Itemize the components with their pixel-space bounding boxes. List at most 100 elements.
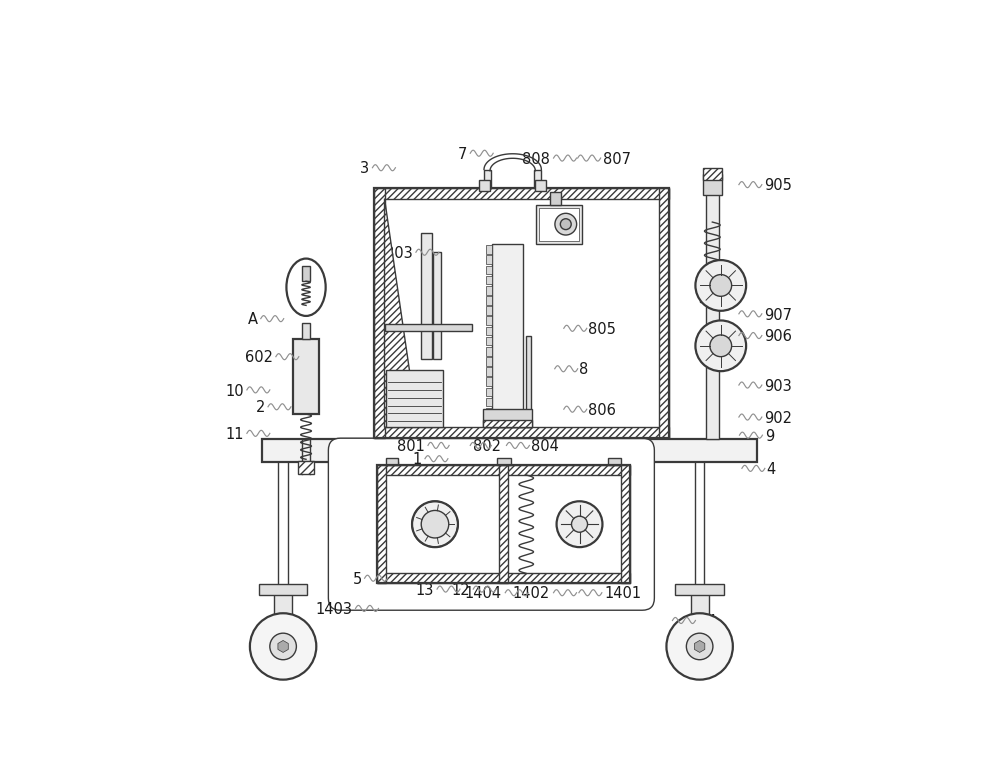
Circle shape bbox=[686, 633, 713, 659]
Text: 9: 9 bbox=[765, 429, 774, 444]
Bar bbox=[499, 466, 508, 583]
Bar bbox=[374, 427, 669, 438]
Bar bbox=[608, 458, 621, 466]
Text: 7: 7 bbox=[458, 147, 467, 162]
Text: 4: 4 bbox=[766, 462, 775, 477]
Circle shape bbox=[250, 613, 316, 680]
Circle shape bbox=[710, 335, 732, 357]
Circle shape bbox=[412, 501, 458, 547]
Circle shape bbox=[571, 516, 588, 532]
Bar bbox=[486, 317, 492, 325]
Circle shape bbox=[560, 219, 571, 230]
Text: 903: 903 bbox=[764, 379, 791, 394]
Text: 3: 3 bbox=[360, 162, 369, 176]
Text: 10: 10 bbox=[225, 383, 244, 398]
Bar bbox=[386, 370, 443, 427]
Text: 14: 14 bbox=[698, 614, 717, 630]
Bar bbox=[483, 409, 532, 427]
Text: 905: 905 bbox=[764, 178, 792, 194]
Bar bbox=[486, 256, 492, 264]
Bar bbox=[534, 169, 541, 187]
Bar bbox=[302, 324, 310, 339]
Bar bbox=[486, 296, 492, 305]
Bar bbox=[675, 583, 724, 594]
Bar bbox=[535, 180, 546, 191]
Bar bbox=[484, 169, 491, 187]
Bar bbox=[526, 336, 531, 427]
Bar bbox=[703, 168, 722, 180]
Text: 1403: 1403 bbox=[316, 602, 353, 617]
Bar bbox=[486, 368, 492, 376]
Bar bbox=[486, 266, 492, 274]
Bar bbox=[486, 387, 492, 396]
Text: 801: 801 bbox=[397, 439, 425, 454]
Polygon shape bbox=[278, 641, 288, 652]
Bar bbox=[298, 461, 314, 474]
Bar bbox=[550, 193, 561, 205]
Text: 902: 902 bbox=[764, 411, 792, 426]
Bar bbox=[377, 466, 386, 583]
Bar bbox=[706, 189, 719, 439]
Text: 12: 12 bbox=[452, 583, 470, 598]
Circle shape bbox=[555, 213, 577, 235]
Text: 803: 803 bbox=[385, 246, 413, 261]
Bar bbox=[486, 286, 492, 295]
Bar bbox=[302, 266, 310, 281]
Bar bbox=[539, 208, 579, 241]
Bar bbox=[479, 180, 490, 191]
Text: 807: 807 bbox=[603, 152, 631, 167]
Bar bbox=[421, 233, 432, 358]
Bar bbox=[486, 245, 492, 254]
Text: 808: 808 bbox=[522, 152, 550, 167]
Text: 906: 906 bbox=[764, 329, 792, 344]
Polygon shape bbox=[385, 198, 418, 427]
Circle shape bbox=[666, 613, 733, 680]
Text: 804: 804 bbox=[531, 439, 558, 454]
Bar bbox=[486, 377, 492, 387]
Polygon shape bbox=[694, 641, 705, 652]
Bar bbox=[492, 245, 523, 427]
Bar bbox=[274, 591, 292, 618]
Bar bbox=[385, 324, 472, 331]
Text: 11: 11 bbox=[225, 427, 244, 442]
Bar bbox=[486, 307, 492, 315]
Bar bbox=[486, 408, 492, 416]
FancyBboxPatch shape bbox=[328, 438, 654, 610]
Bar bbox=[700, 292, 725, 302]
Text: 1404: 1404 bbox=[465, 586, 502, 601]
Text: 806: 806 bbox=[588, 403, 616, 418]
Circle shape bbox=[270, 633, 296, 659]
Bar bbox=[703, 174, 722, 195]
Bar bbox=[497, 458, 511, 466]
Text: 1: 1 bbox=[413, 452, 422, 467]
Text: 802: 802 bbox=[473, 439, 501, 454]
Circle shape bbox=[557, 501, 602, 547]
Bar bbox=[377, 466, 630, 583]
Bar bbox=[659, 187, 669, 438]
Bar bbox=[486, 358, 492, 366]
Bar bbox=[293, 339, 319, 414]
Bar bbox=[259, 583, 307, 594]
Text: 1402: 1402 bbox=[513, 586, 550, 601]
Circle shape bbox=[421, 510, 449, 538]
Circle shape bbox=[695, 260, 746, 310]
Bar bbox=[486, 418, 492, 426]
Circle shape bbox=[710, 274, 732, 296]
Text: 907: 907 bbox=[764, 307, 792, 322]
Text: 1401: 1401 bbox=[604, 586, 641, 601]
Bar bbox=[374, 187, 669, 438]
Bar bbox=[433, 252, 441, 358]
Text: A: A bbox=[248, 312, 258, 328]
Bar bbox=[486, 397, 492, 406]
Circle shape bbox=[695, 321, 746, 371]
Text: 8: 8 bbox=[579, 362, 588, 377]
Bar bbox=[386, 458, 398, 466]
Bar bbox=[262, 439, 757, 463]
Bar bbox=[486, 347, 492, 356]
Bar bbox=[621, 466, 630, 583]
Bar bbox=[374, 187, 669, 198]
Bar bbox=[377, 573, 630, 583]
Text: 805: 805 bbox=[588, 322, 616, 337]
Bar bbox=[483, 420, 532, 427]
Bar bbox=[486, 337, 492, 346]
